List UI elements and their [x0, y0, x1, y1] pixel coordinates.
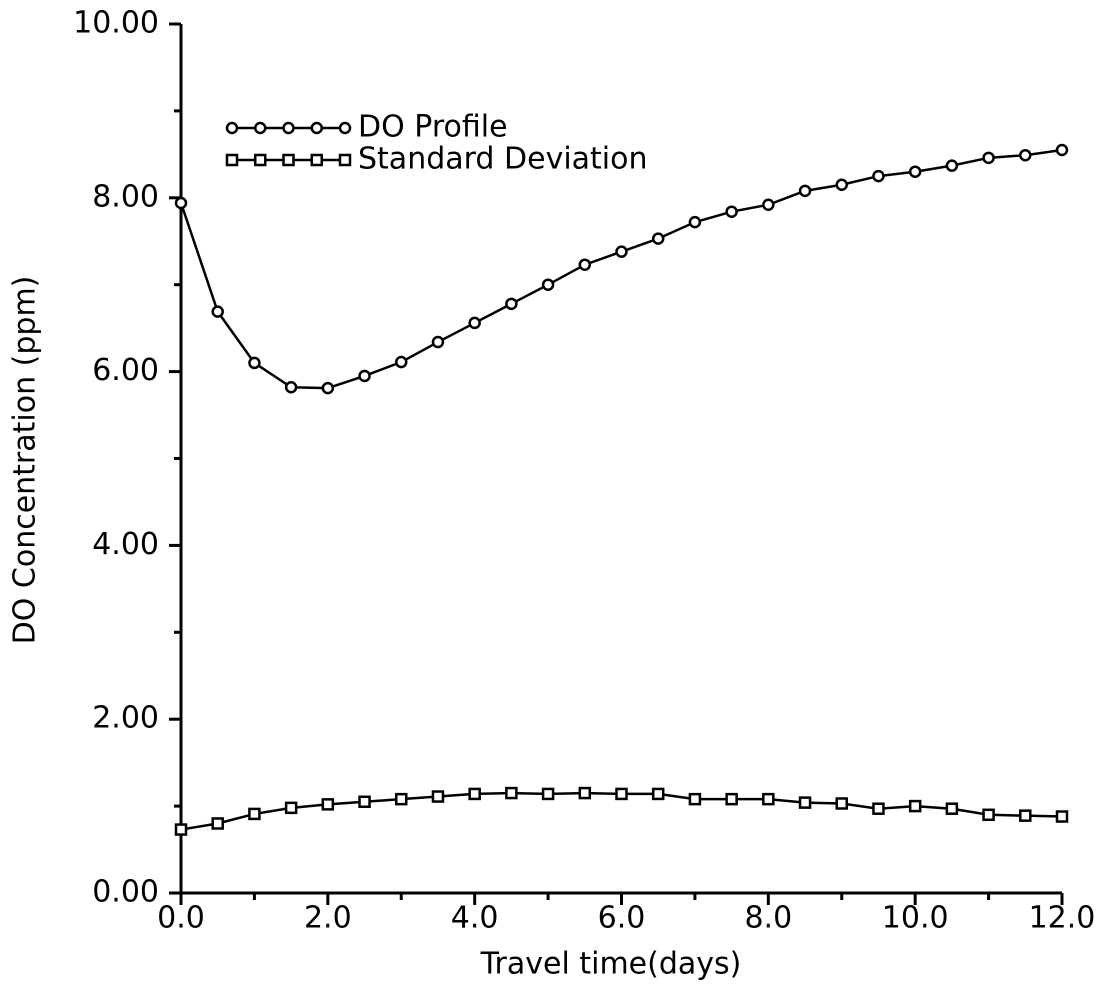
data-point — [762, 792, 775, 806]
legend-marker — [225, 153, 239, 167]
data-point — [211, 305, 224, 318]
legend-marker — [282, 153, 295, 167]
y-axis-title: DO Concentration (ppm) — [8, 276, 43, 645]
data-point — [395, 355, 408, 369]
y-tick-label: 4.00 — [92, 527, 159, 562]
data-point — [248, 807, 261, 821]
data-point — [1055, 810, 1069, 823]
data-point — [431, 335, 445, 349]
x-tick-label: 0.0 — [157, 901, 205, 936]
data-point — [908, 165, 922, 178]
y-tick-label: 2.00 — [92, 701, 159, 736]
x-tick-label: 12.0 — [1029, 901, 1096, 936]
legend-marker — [310, 121, 323, 135]
data-point — [578, 786, 592, 800]
x-tick-label: 10.0 — [882, 901, 949, 936]
legend-marker — [254, 121, 267, 135]
data-point — [284, 380, 298, 394]
legend-marker — [225, 121, 239, 135]
data-point — [395, 792, 408, 806]
data-point — [725, 205, 738, 218]
data-point — [1019, 148, 1032, 162]
data-point — [431, 790, 445, 803]
data-point — [762, 198, 775, 212]
data-point — [505, 786, 518, 800]
data-point — [982, 808, 995, 822]
data-point — [541, 278, 555, 291]
data-point — [615, 787, 628, 801]
y-tick-label: 6.00 — [92, 353, 159, 388]
data-point — [835, 178, 848, 192]
x-tick-label: 8.0 — [744, 901, 792, 936]
data-point — [651, 232, 665, 245]
data-point — [945, 159, 959, 172]
series-line — [179, 148, 1063, 390]
legend-marker — [310, 153, 323, 167]
data-point — [358, 369, 371, 383]
x-axis-title: Travel time(days) — [480, 947, 742, 982]
data-point — [872, 169, 885, 183]
data-point — [578, 258, 592, 271]
x-tick-label: 2.0 — [304, 901, 352, 936]
legend-marker — [338, 121, 352, 135]
data-point — [1055, 143, 1069, 157]
y-tick-label: 8.00 — [92, 179, 159, 214]
data-point — [798, 184, 812, 198]
legend-marker — [254, 153, 267, 167]
data-point — [211, 817, 224, 830]
data-point — [945, 802, 959, 815]
data-point — [358, 795, 371, 809]
data-point — [688, 215, 702, 229]
x-tick-label: 6.0 — [598, 901, 646, 936]
data-point — [798, 796, 812, 809]
legend-marker — [338, 153, 352, 167]
data-point — [688, 792, 702, 806]
data-point — [835, 797, 848, 810]
legend-label: Standard Deviation — [358, 142, 648, 177]
legend-label: DO Profile — [358, 110, 508, 145]
data-point — [651, 787, 665, 801]
legend-marker — [282, 121, 295, 135]
data-point — [872, 802, 885, 815]
data-point — [468, 316, 481, 330]
y-tick-label: 0.00 — [92, 875, 159, 910]
data-point — [174, 823, 188, 836]
data-point — [725, 792, 738, 806]
data-point — [468, 787, 481, 801]
x-tick-label: 4.0 — [451, 901, 499, 936]
data-point — [248, 356, 261, 370]
data-point — [505, 297, 518, 311]
data-point — [321, 381, 335, 395]
data-point — [284, 801, 298, 815]
data-point — [1019, 809, 1032, 822]
data-point — [908, 799, 922, 813]
data-point — [982, 151, 995, 165]
data-point — [615, 245, 628, 258]
y-tick-label: 10.00 — [73, 6, 159, 41]
data-point — [541, 787, 555, 801]
data-point — [321, 798, 335, 811]
data-point — [174, 196, 188, 210]
